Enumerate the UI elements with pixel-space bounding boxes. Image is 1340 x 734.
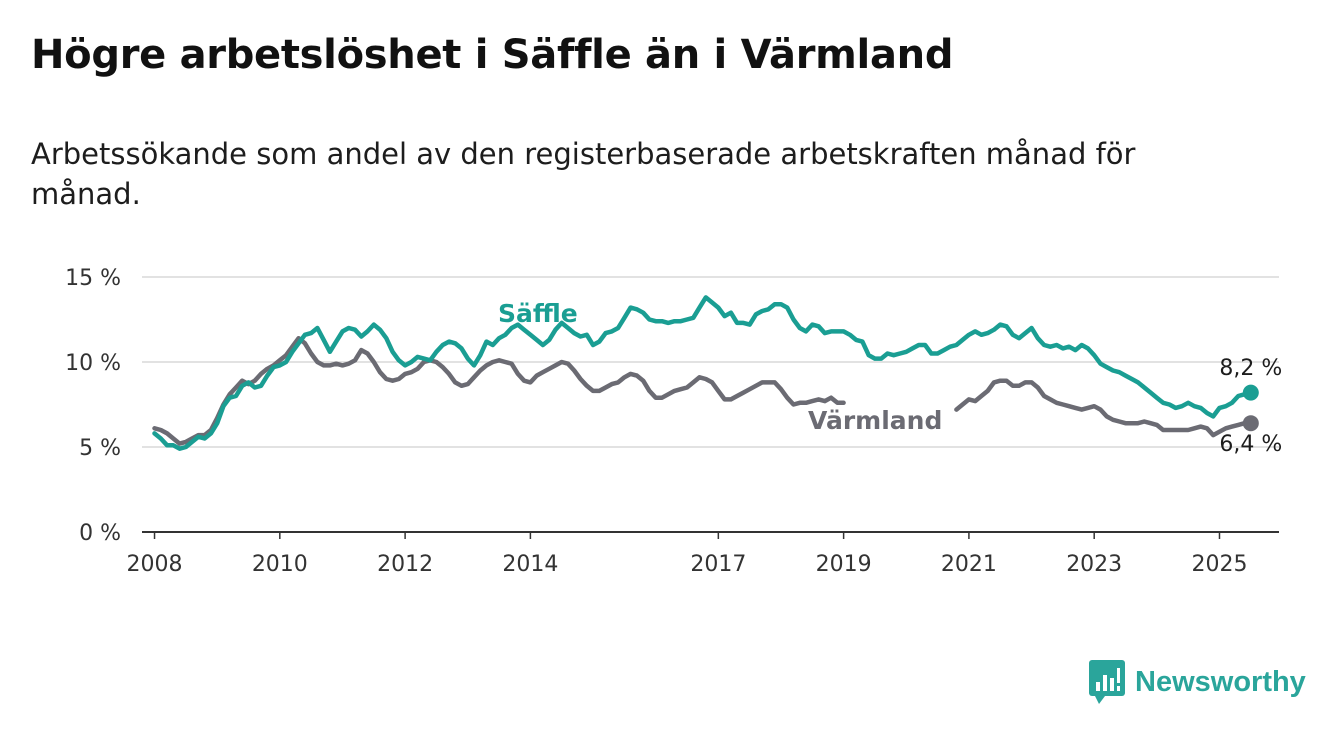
chart-title: Högre arbetslöshet i Säffle än i Värmlan… bbox=[31, 32, 954, 78]
x-tick-label: 2014 bbox=[502, 552, 558, 577]
end-marker-saffle bbox=[1242, 384, 1259, 401]
series-line-varmland bbox=[152, 335, 846, 446]
x-tick-label: 2017 bbox=[690, 552, 746, 577]
end-marker-varmland bbox=[1242, 415, 1259, 432]
series-line-varmland-cont bbox=[954, 378, 1254, 438]
end-value-varmland: 6,4 % bbox=[1219, 432, 1282, 457]
x-tick-label: 2025 bbox=[1191, 552, 1247, 577]
y-tick-label: 10 % bbox=[65, 351, 121, 376]
series-lines bbox=[152, 295, 1259, 451]
x-tick-label: 2023 bbox=[1066, 552, 1122, 577]
chart-subtitle: Arbetssökande som andel av den registerb… bbox=[31, 137, 1136, 211]
newsworthy-logo-icon bbox=[1089, 660, 1125, 704]
axes: 0 % 5 % 10 % 15 % 2008 2010 2012 2014 2017 2019 20… bbox=[65, 266, 1279, 577]
x-tick-label: 2019 bbox=[816, 552, 872, 577]
series-line-saffle bbox=[152, 295, 1254, 451]
end-value-saffle: 8,2 % bbox=[1219, 356, 1282, 381]
x-tick-label: 2021 bbox=[941, 552, 997, 577]
line-chart: 0 % 5 % 10 % 15 % 2008 2010 2012 2014 2017 2019 20… bbox=[65, 266, 1282, 577]
y-tick-label: 15 % bbox=[65, 266, 121, 291]
x-tick-label: 2012 bbox=[377, 552, 433, 577]
x-tick-label: 2008 bbox=[127, 552, 183, 577]
series-labels: Säffle Värmland 8,2 % 6,4 % bbox=[498, 299, 1282, 457]
y-tick-label: 5 % bbox=[79, 436, 121, 461]
grid-lines bbox=[142, 276, 1279, 448]
series-label-saffle: Säffle bbox=[498, 299, 578, 328]
x-tick-label: 2010 bbox=[252, 552, 308, 577]
series-label-varmland: Värmland bbox=[808, 406, 942, 435]
y-tick-label: 0 % bbox=[79, 521, 121, 546]
newsworthy-brand: Newsworthy bbox=[1089, 660, 1306, 704]
brand-name: Newsworthy bbox=[1135, 665, 1306, 698]
